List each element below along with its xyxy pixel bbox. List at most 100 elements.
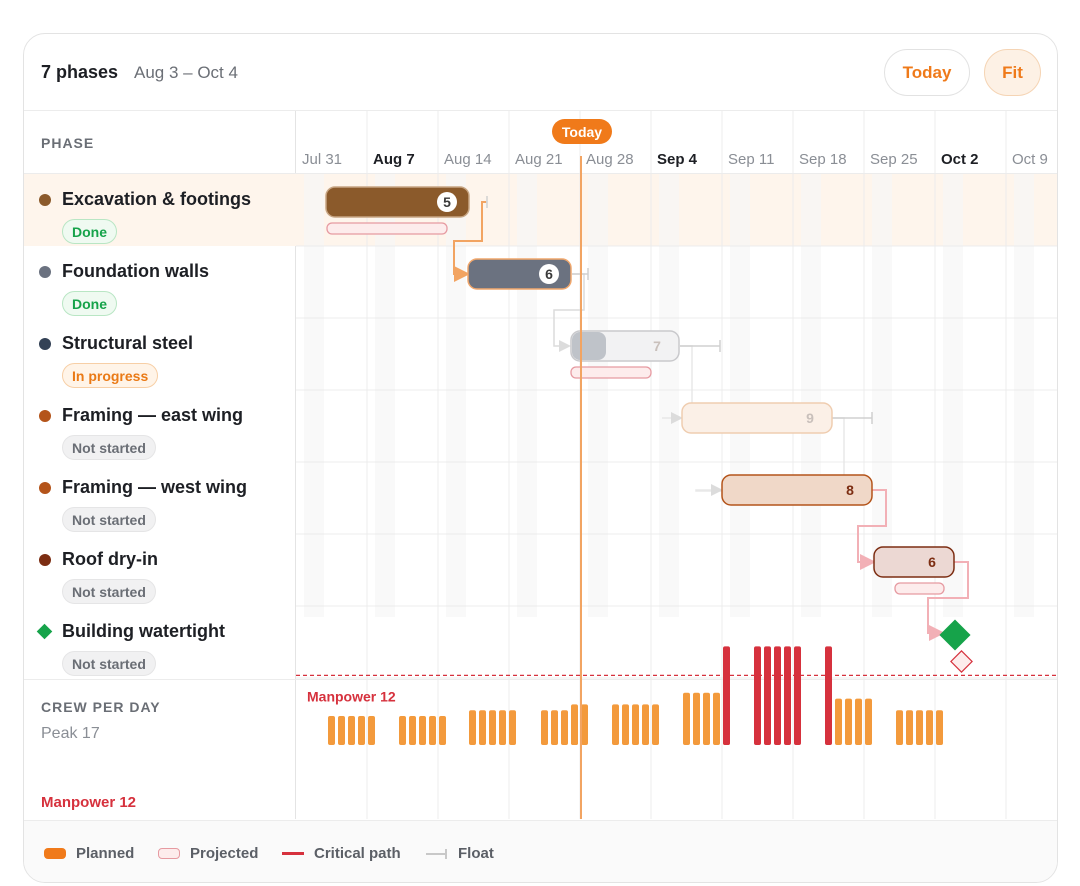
crew-bar — [652, 704, 659, 745]
dependency-arrow — [927, 561, 969, 641]
crew-bar — [622, 704, 629, 745]
today-button[interactable]: Today — [884, 49, 970, 96]
phase-row[interactable]: Framing — east wing Not started — [24, 390, 296, 462]
phase-color-dot — [39, 554, 51, 566]
critical-line-icon — [282, 852, 304, 855]
phase-row[interactable]: Foundation walls Done — [24, 246, 296, 318]
crew-bar — [419, 716, 426, 745]
crew-bar — [479, 710, 486, 745]
crew-bar — [429, 716, 436, 745]
phase-row[interactable]: Structural steel In progress — [24, 318, 296, 390]
dependency-arrow — [453, 201, 486, 282]
crew-peak: Peak 17 — [41, 725, 100, 742]
phase-column-header: PHASE — [41, 135, 95, 151]
crew-bar — [754, 646, 761, 745]
phase-row[interactable]: Excavation & footings Done — [24, 174, 296, 246]
week-label: Aug 21 — [515, 151, 563, 168]
phase-name: Roof dry-in — [62, 549, 158, 569]
week-label: Sep 11 — [728, 151, 774, 168]
projected-bar — [326, 222, 448, 235]
phase-name: Structural steel — [62, 333, 194, 353]
timeline-canvas: Jul 31 Aug 7 Aug 14 Aug 21 Aug 28 Sep 4 Sep 11… — [296, 111, 1057, 819]
duration-label: 9 — [806, 410, 814, 426]
crew-bar — [774, 646, 781, 745]
status-badge: Done — [62, 291, 117, 316]
progress-fill — [572, 332, 606, 360]
phase-bar — [325, 186, 470, 218]
crew-bar — [328, 716, 335, 745]
dependency-arrow — [857, 489, 887, 570]
crew-bar — [825, 646, 832, 745]
projected-bar — [570, 366, 652, 379]
crew-bar — [693, 692, 700, 745]
planned-swatch-icon — [44, 848, 66, 859]
crew-bar — [683, 692, 690, 745]
header-bar: 7 phases Aug 3 – Oct 4 Today Fit — [24, 34, 1057, 111]
crew-bar — [439, 716, 446, 745]
phase-row[interactable]: Framing — west wing Not started — [24, 462, 296, 534]
phase-row[interactable]: Roof dry-in Not started — [24, 534, 296, 606]
crew-bar — [926, 710, 933, 745]
status-badge: Not started — [62, 651, 156, 676]
legend-critical: Critical path — [282, 845, 401, 862]
week-label: Aug 7 — [373, 151, 415, 168]
projected-bar — [894, 582, 945, 595]
crew-bar — [571, 704, 578, 745]
phase-name: Framing — west wing — [62, 477, 248, 497]
status-badge: Not started — [62, 507, 156, 532]
projected-milestone — [950, 650, 973, 673]
phase-color-dot — [39, 482, 51, 494]
crew-bar — [784, 646, 791, 745]
crew-bar — [509, 710, 516, 745]
timeline: Jul 31 Aug 7 Aug 14 Aug 21 Aug 28 Sep 4 Sep 11… — [296, 111, 1057, 819]
week-label: Sep 25 — [870, 151, 918, 168]
crew-bar — [551, 710, 558, 745]
duration-label: 6 — [545, 266, 553, 282]
legend-planned: Planned — [44, 845, 134, 862]
crew-bar — [723, 646, 730, 745]
week-label: Sep 18 — [799, 151, 847, 168]
crew-bar — [835, 698, 842, 745]
legend-label: Planned — [76, 845, 135, 862]
crew-bar — [936, 710, 943, 745]
phase-bar — [721, 474, 873, 506]
fit-button[interactable]: Fit — [984, 49, 1041, 96]
duration-chip — [539, 264, 559, 284]
crew-bar — [632, 704, 639, 745]
crew-bar — [348, 716, 355, 745]
duration-label: 8 — [846, 482, 854, 498]
crew-bar — [642, 704, 649, 745]
phase-color-dot — [39, 410, 51, 422]
crew-bar — [916, 710, 923, 745]
divider — [24, 679, 1057, 680]
milestone-diamond-icon — [36, 623, 53, 640]
phase-row[interactable]: Building watertight Not started — [24, 606, 296, 678]
crew-bar — [499, 710, 506, 745]
status-badge: Not started — [62, 579, 156, 604]
float-line-icon — [426, 848, 448, 859]
phase-name: Excavation & footings — [62, 189, 252, 209]
phase-bar — [681, 402, 833, 434]
crew-bar — [358, 716, 365, 745]
status-badge: In progress — [62, 363, 159, 388]
legend-label: Float — [458, 845, 494, 862]
weekend-band — [801, 174, 821, 617]
crew-bar — [368, 716, 375, 745]
crew-bar — [612, 704, 619, 745]
manpower-limit-label: Manpower 12 — [41, 794, 137, 811]
status-badge: Done — [62, 219, 117, 244]
crew-bar — [865, 698, 872, 745]
legend-label: Critical path — [314, 845, 401, 862]
week-label: Aug 14 — [444, 151, 492, 168]
crew-bar — [896, 710, 903, 745]
crew-bar — [581, 704, 588, 745]
weekend-band — [517, 174, 537, 617]
legend-float: Float — [426, 845, 494, 862]
crew-bar — [794, 646, 801, 745]
manpower-chart-label: Manpower 12 — [307, 688, 396, 704]
phase-color-dot — [39, 194, 51, 206]
status-badge: Not started — [62, 435, 156, 460]
crew-bar — [561, 710, 568, 745]
crew-heading: CREW PER DAY — [41, 699, 161, 715]
divider — [24, 173, 1057, 174]
